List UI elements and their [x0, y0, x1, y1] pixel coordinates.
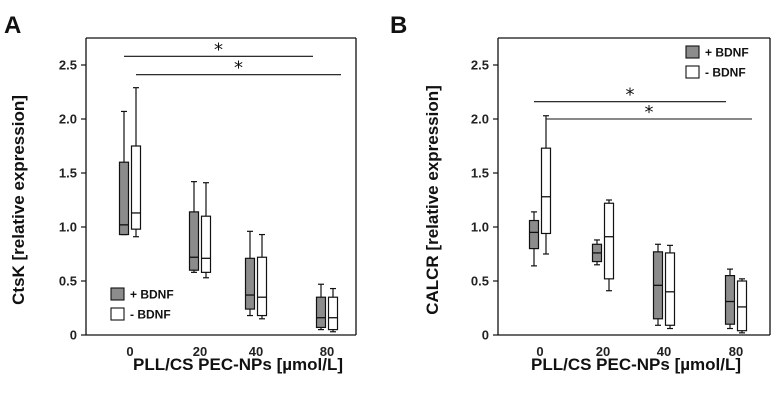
chart-panel-b: B 0 0.5 1.0 1.5 2.0 2.5 0 20 40 80 CALCR [relative …	[390, 12, 771, 374]
box-body	[327, 296, 339, 331]
y-axis-label: CtsK [relative expression]	[9, 95, 28, 305]
legend: + BDNF - BDNF	[685, 45, 749, 80]
box-bdnf-80	[327, 287, 339, 333]
y-tick-label: 1.0	[59, 220, 77, 235]
y-tick-label: 2.5	[471, 58, 489, 73]
box-bdnf-80	[736, 278, 748, 334]
x-tick-label: 0	[126, 344, 133, 359]
panel-letter: A	[4, 12, 21, 39]
x-tick-label: 80	[320, 344, 334, 359]
y-tick-label: 0.5	[471, 274, 489, 289]
significance-star: *	[214, 39, 223, 60]
x-tick-label: 40	[249, 344, 263, 359]
box-body	[603, 202, 615, 280]
x-tick-label: 40	[657, 344, 671, 359]
y-axis-label: CALCR [relative expression]	[423, 85, 442, 315]
box-body	[528, 219, 540, 250]
box-body	[188, 211, 200, 271]
significance-star: *	[626, 85, 635, 106]
y-tick-label: 0.5	[59, 274, 77, 289]
box-bdnf-20	[603, 199, 615, 292]
significance-star: *	[234, 58, 243, 79]
box-body	[664, 252, 676, 326]
legend-label: + BDNF	[705, 46, 749, 60]
box-bdnf-20	[200, 182, 212, 279]
legend-swatch	[685, 45, 700, 59]
x-tick-label: 80	[729, 344, 743, 359]
box-bdnf-40	[256, 233, 268, 320]
legend-label: + BDNF	[130, 288, 174, 302]
x-tick-label: 0	[536, 344, 543, 359]
y-tick-label: 0	[482, 328, 489, 343]
y-tick-label: 0	[70, 328, 77, 343]
box-bdnf-80	[315, 283, 327, 331]
box-body	[130, 145, 142, 230]
panel-letter: B	[390, 12, 407, 39]
box-bdnf-0	[540, 115, 552, 255]
box-bdnf-0	[130, 87, 142, 238]
box-body	[118, 161, 130, 236]
legend-swatch	[685, 65, 700, 79]
box-bdnf-0	[118, 110, 130, 236]
x-axis-label: PLL/CS PEC-NPs [µmol/L]	[531, 355, 741, 374]
box-body	[256, 256, 268, 317]
box-bdnf-0	[528, 211, 540, 267]
box-body	[724, 275, 736, 325]
legend-label: - BDNF	[705, 66, 746, 80]
box-bdnf-40	[664, 244, 676, 330]
x-axis-label: PLL/CS PEC-NPs [µmol/L]	[133, 355, 343, 374]
x-tick-label: 20	[596, 344, 610, 359]
box-body	[736, 280, 748, 332]
legend-swatch	[110, 307, 125, 321]
box-bdnf-40	[244, 230, 256, 317]
box-body	[200, 215, 212, 273]
box-body	[244, 257, 256, 310]
x-tick-label: 20	[193, 344, 207, 359]
y-tick-label: 1.5	[59, 166, 77, 181]
box-bdnf-80	[724, 268, 736, 330]
chart-panel-a: A 0 0.5 1.0 1.5 2.0 2.5 0 20 40 80 CtsK [relative e…	[4, 12, 357, 374]
y-tick-label: 1.0	[471, 220, 489, 235]
legend-label: - BDNF	[130, 308, 171, 322]
y-tick-label: 2.0	[471, 112, 489, 127]
box-bdnf-40	[652, 243, 664, 326]
y-tick-label: 2.0	[59, 112, 77, 127]
box-bdnf-20	[188, 181, 200, 273]
box-body	[315, 296, 327, 329]
legend-swatch	[110, 287, 125, 301]
box-body	[540, 147, 552, 235]
y-tick-label: 1.5	[471, 166, 489, 181]
legend: + BDNF - BDNF	[110, 287, 174, 322]
box-bdnf-20	[591, 239, 603, 266]
y-tick-label: 2.5	[59, 58, 77, 73]
significance-star: *	[645, 102, 654, 123]
